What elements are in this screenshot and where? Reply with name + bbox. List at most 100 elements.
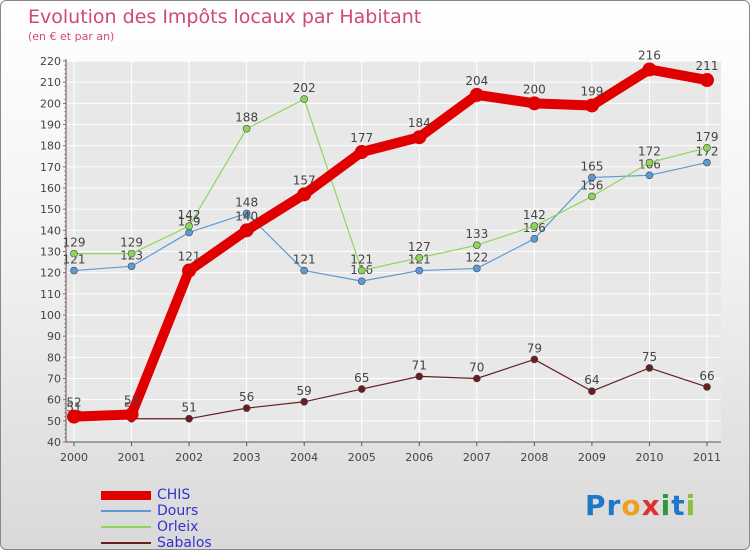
series-chis: 52 53 121 140 157 177 184 204 200 199 216 211: [66, 48, 718, 424]
x-tick-label: 2008: [520, 451, 548, 464]
logo-letter: r: [606, 489, 622, 522]
data-point-sabalos: [530, 355, 539, 364]
x-tick-label: 2000: [60, 451, 88, 464]
legend-item-chis: CHIS: [101, 487, 212, 503]
data-label-orleix: 172: [638, 145, 661, 159]
data-label-orleix: 129: [120, 236, 143, 250]
series-dours: 121123139148121116121122136165166172: [63, 145, 719, 285]
y-tick-label: 100: [40, 309, 61, 322]
data-point-dours: [300, 266, 308, 275]
x-tick-label: 2009: [578, 451, 606, 464]
data-label-dours: 172: [696, 145, 719, 159]
y-tick-label: 40: [47, 436, 61, 449]
x-tick-label: 2002: [175, 451, 203, 464]
data-label-sabalos: 66: [699, 369, 714, 383]
data-point-chis: [642, 62, 657, 77]
x-tick-label: 2010: [635, 451, 663, 464]
data-point-orleix: [473, 241, 481, 249]
legend-item-orleix: Orleix: [101, 519, 212, 535]
data-label-dours: 148: [235, 195, 258, 209]
data-label-sabalos: 75: [642, 350, 657, 364]
data-point-dours: [185, 228, 193, 237]
data-label-dours: 139: [178, 214, 201, 228]
data-point-chis: [297, 187, 312, 202]
y-tick-label: 150: [40, 203, 61, 216]
data-label-chis: 157: [293, 173, 316, 187]
data-point-dours: [357, 277, 366, 285]
legend-item-dours: Dours: [101, 503, 212, 519]
data-point-sabalos: [300, 397, 308, 406]
logo-letter: i: [660, 489, 672, 522]
logo-letter: i: [685, 489, 697, 522]
data-point-chis: [527, 96, 542, 111]
y-tick-label: 70: [47, 373, 61, 386]
y-tick-label: 120: [40, 267, 61, 280]
data-point-dours: [242, 209, 251, 218]
data-label-chis: 184: [408, 116, 431, 130]
x-tick-label: 2011: [693, 451, 721, 464]
data-point-dours: [70, 266, 78, 275]
x-tick-label: 2004: [290, 451, 318, 464]
x-tick-label: 2003: [233, 451, 261, 464]
chart-subtitle: (en € et par an): [28, 30, 115, 43]
y-tick-label: 180: [40, 140, 61, 153]
data-label-chis: 204: [465, 74, 488, 88]
legend: CHIS Dours Orleix Sabalos: [101, 487, 212, 550]
legend-label: Sabalos: [157, 535, 212, 550]
legend-swatch: [101, 490, 151, 500]
y-tick-label: 50: [47, 415, 61, 428]
data-point-sabalos: [415, 372, 424, 381]
legend-label: CHIS: [157, 487, 191, 503]
logo-letter: t: [671, 489, 686, 522]
x-tick-label: 2007: [463, 451, 491, 464]
legend-swatch: [101, 510, 151, 512]
data-label-sabalos: 65: [354, 371, 369, 385]
series-line-orleix: [73, 98, 708, 272]
data-label-chis: 199: [580, 84, 603, 98]
x-tick-label: 2001: [118, 451, 146, 464]
chart-title: Evolution des Impôts locaux par Habitant: [28, 6, 422, 28]
data-point-sabalos: [703, 383, 711, 391]
legend-item-sabalos: Sabalos: [101, 535, 212, 550]
data-label-orleix: 179: [696, 130, 719, 144]
series-line-sabalos: [73, 358, 708, 420]
series-line-dours: [73, 162, 708, 282]
logo-letter: o: [621, 489, 642, 522]
data-point-chis: [67, 409, 81, 424]
data-point-orleix: [357, 266, 366, 275]
data-label-orleix: 202: [293, 81, 316, 95]
data-label-orleix: 127: [408, 240, 431, 254]
data-point-orleix: [300, 95, 308, 103]
data-label-orleix: 142: [523, 208, 546, 222]
y-tick-label: 90: [47, 330, 61, 343]
data-label-dours: 121: [63, 253, 86, 267]
y-tick-label: 80: [47, 351, 61, 364]
data-label-dours: 122: [465, 250, 488, 264]
data-point-chis: [584, 98, 599, 113]
data-label-orleix: 129: [63, 236, 86, 250]
data-point-dours: [473, 264, 481, 273]
data-point-sabalos: [473, 374, 481, 383]
data-label-orleix: 156: [580, 178, 603, 192]
data-label-sabalos: 64: [584, 373, 599, 387]
data-point-dours: [703, 158, 711, 167]
data-label-chis: 177: [350, 131, 373, 145]
y-tick-label: 210: [40, 76, 61, 89]
y-tick-label: 200: [40, 97, 61, 110]
y-tick-label: 220: [40, 55, 61, 68]
logo-letter: x: [641, 489, 661, 522]
y-tick-label: 130: [40, 246, 61, 259]
data-point-chis: [239, 223, 254, 238]
data-point-orleix: [415, 254, 424, 262]
data-point-orleix: [530, 222, 539, 230]
series-line-chis: [69, 64, 712, 422]
legend-label: Dours: [157, 503, 199, 519]
y-tick-label: 110: [40, 288, 61, 301]
x-tick-label: 2006: [405, 451, 433, 464]
y-tick-label: 60: [47, 394, 61, 407]
data-label-sabalos: 51: [181, 401, 196, 415]
data-point-orleix: [185, 222, 193, 230]
data-point-orleix: [588, 192, 596, 201]
